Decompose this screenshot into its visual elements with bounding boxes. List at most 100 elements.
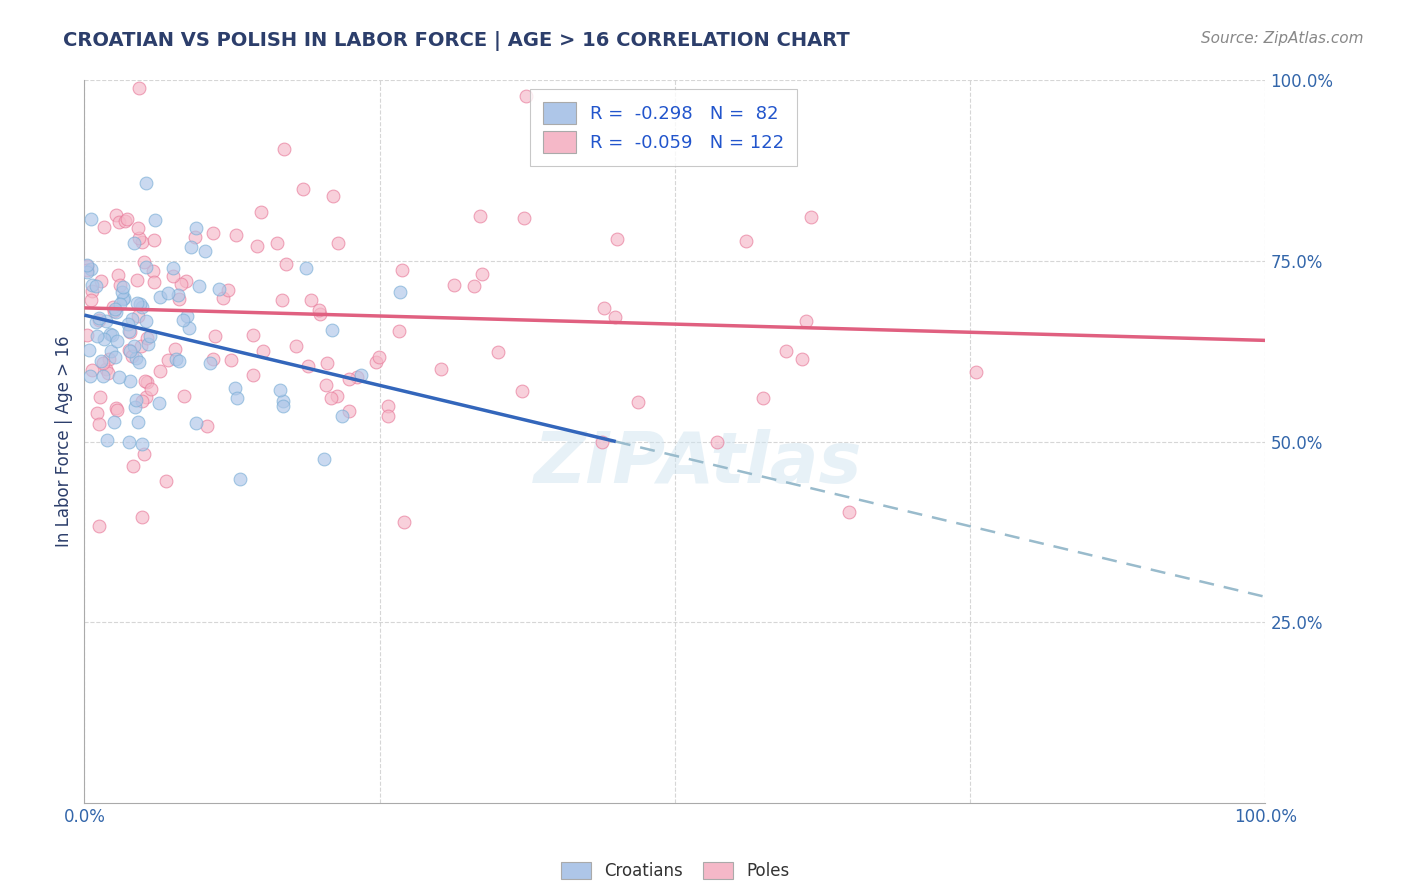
Point <box>180 240 202 254</box>
Point <box>337 371 360 385</box>
Point <box>242 328 264 343</box>
Point <box>184 230 207 244</box>
Point <box>136 337 159 351</box>
Point <box>367 351 389 365</box>
Point <box>165 343 187 357</box>
Point <box>128 231 150 245</box>
Point <box>128 221 150 235</box>
Point <box>346 370 368 384</box>
Point <box>388 285 411 300</box>
Point <box>593 301 616 315</box>
Point <box>105 334 128 348</box>
Point <box>179 321 201 335</box>
Point <box>90 354 112 368</box>
Point <box>122 339 145 353</box>
Point <box>128 354 150 368</box>
Point <box>121 458 143 473</box>
Point <box>100 344 122 359</box>
Point <box>246 238 269 252</box>
Point <box>212 291 235 305</box>
Point <box>162 268 184 283</box>
Point <box>121 349 143 363</box>
Point <box>128 80 150 95</box>
Point <box>326 236 349 251</box>
Point <box>125 351 148 366</box>
Point <box>135 260 157 274</box>
Point <box>486 344 509 359</box>
Point <box>131 437 153 451</box>
Point <box>201 227 224 241</box>
Point <box>627 395 650 409</box>
Point <box>98 351 121 366</box>
Point <box>82 278 104 293</box>
Point <box>127 309 149 323</box>
Point <box>252 343 274 358</box>
Point <box>104 301 127 316</box>
Point <box>129 339 152 353</box>
Point <box>167 292 190 306</box>
Point <box>124 401 146 415</box>
Point <box>104 350 127 364</box>
Point <box>752 391 775 405</box>
Text: Source: ZipAtlas.com: Source: ZipAtlas.com <box>1201 31 1364 46</box>
Point <box>184 221 207 235</box>
Point <box>366 355 388 369</box>
Point <box>111 292 134 306</box>
Point <box>96 433 118 447</box>
Point <box>94 314 117 328</box>
Point <box>291 182 314 196</box>
Point <box>127 415 149 429</box>
Point <box>76 259 98 273</box>
Point <box>271 399 294 413</box>
Point <box>111 285 134 300</box>
Point <box>322 188 344 202</box>
Point <box>266 235 288 250</box>
Point <box>515 88 537 103</box>
Point <box>429 362 451 376</box>
Point <box>125 393 148 408</box>
Point <box>301 293 323 307</box>
Point <box>471 267 494 281</box>
Point <box>143 213 166 227</box>
Point <box>91 368 114 383</box>
Point <box>173 389 195 403</box>
Point <box>111 280 134 294</box>
Point <box>326 389 349 403</box>
Point <box>775 343 797 358</box>
Point <box>392 515 415 529</box>
Point <box>225 228 247 243</box>
Point <box>122 235 145 250</box>
Point <box>134 255 156 269</box>
Point <box>139 382 162 396</box>
Point <box>89 390 111 404</box>
Point <box>89 312 111 326</box>
Point <box>90 274 112 288</box>
Point <box>221 352 243 367</box>
Point <box>131 509 153 524</box>
Point <box>131 394 153 409</box>
Point <box>165 352 187 367</box>
Point <box>89 310 111 325</box>
Point <box>186 416 208 430</box>
Point <box>104 305 127 319</box>
Point <box>121 312 143 326</box>
Point <box>308 303 330 318</box>
Point <box>86 407 108 421</box>
Point <box>97 366 120 380</box>
Point <box>149 290 172 304</box>
Point <box>273 142 295 156</box>
Point <box>103 415 125 429</box>
Point <box>162 260 184 275</box>
Point <box>249 204 271 219</box>
Point <box>86 328 108 343</box>
Point <box>118 435 141 450</box>
Point <box>84 314 107 328</box>
Point <box>149 364 172 378</box>
Point <box>110 297 132 311</box>
Point <box>315 377 337 392</box>
Point <box>463 278 485 293</box>
Point <box>104 209 127 223</box>
Point <box>172 313 194 327</box>
Point <box>96 362 118 376</box>
Point <box>115 212 138 227</box>
